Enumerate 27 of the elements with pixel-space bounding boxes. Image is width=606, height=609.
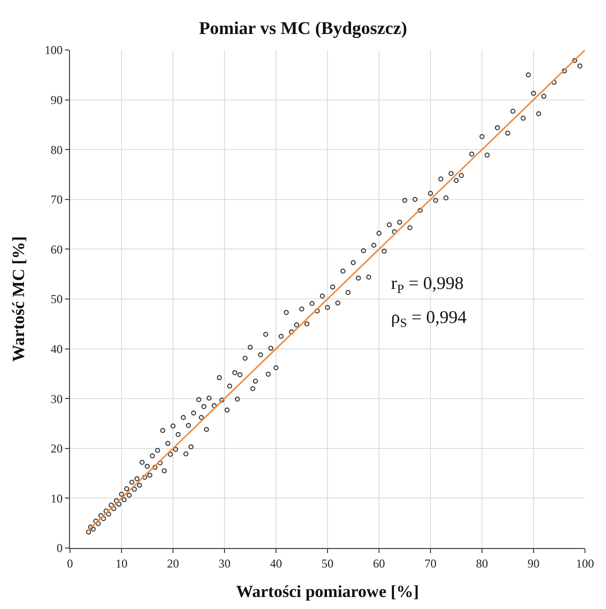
x-tick-label: 100 — [576, 556, 594, 570]
x-tick-label: 90 — [528, 556, 540, 570]
y-tick-label: 20 — [50, 442, 63, 456]
x-tick-label: 40 — [270, 556, 282, 570]
y-axis-title: Wartość MC [%] — [9, 236, 28, 362]
chart-title: Pomiar vs MC (Bydgoszcz) — [198, 18, 408, 38]
x-tick-label: 80 — [476, 556, 488, 570]
annotation: r$_{P}$ = 0,998 — [391, 273, 464, 296]
y-tick-label: 40 — [50, 342, 63, 356]
y-tick-label: 80 — [50, 142, 63, 157]
y-tick-label: 60 — [50, 242, 63, 256]
x-tick-label: 30 — [218, 556, 230, 570]
x-tick-label: 70 — [424, 556, 436, 570]
y-tick-label: 50 — [50, 292, 63, 306]
y-tick-label: 30 — [50, 392, 63, 406]
x-tick-label: 10 — [116, 556, 128, 570]
x-tick-label: 20 — [167, 556, 179, 570]
annotation: ρ$_{S}$ = 0,994 — [391, 307, 467, 330]
x-tick-label: 50 — [322, 556, 334, 570]
y-tick-label: 90 — [50, 93, 63, 107]
x-tick-label: 60 — [373, 556, 385, 570]
y-tick-label: 100 — [44, 43, 63, 58]
x-tick-label: 0 — [67, 556, 73, 570]
x-axis-title: Wartości pomiarowe [%] — [236, 582, 419, 601]
y-tick-label: 10 — [50, 491, 63, 506]
y-tick-label: 70 — [50, 192, 63, 207]
y-tick-label: 0 — [56, 541, 63, 556]
